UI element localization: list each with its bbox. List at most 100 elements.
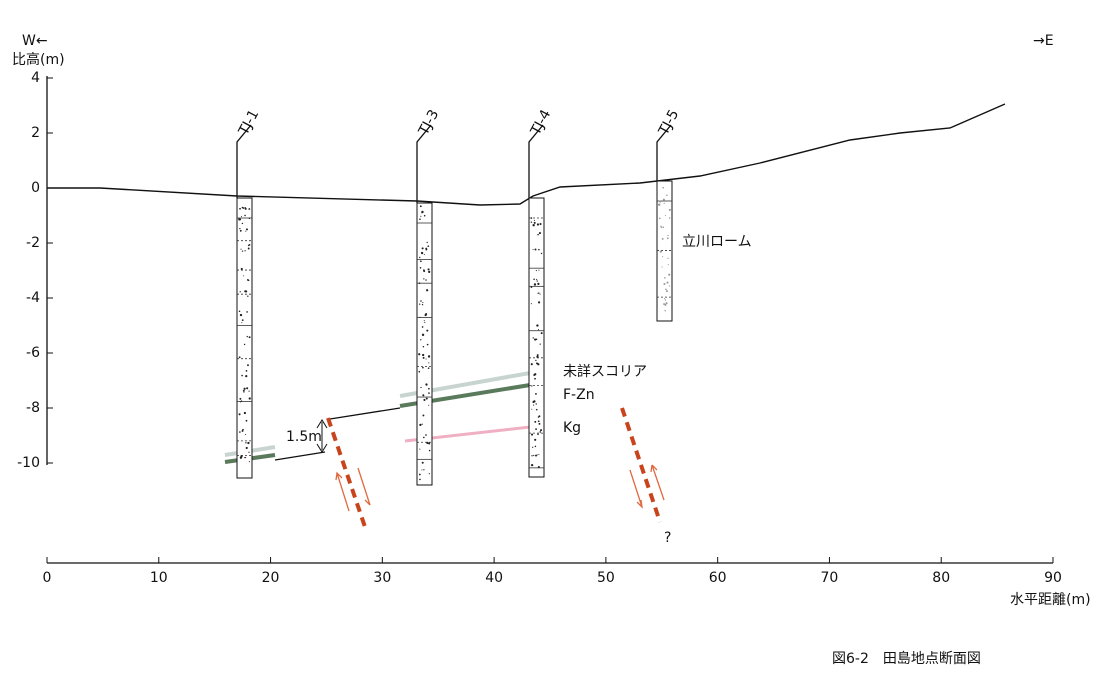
- y-tick-label: -10: [17, 455, 40, 471]
- grain-dot: [419, 448, 421, 450]
- x-tick-label: 70: [821, 570, 839, 586]
- grain-dot: [419, 260, 422, 263]
- grain-dot: [423, 270, 426, 273]
- grain-dot: [248, 461, 250, 463]
- grain-dot: [661, 266, 663, 268]
- grain-dot: [668, 285, 671, 287]
- grain-dot: [421, 423, 423, 425]
- grain-dot: [426, 329, 429, 332]
- x-tick-label: 40: [485, 570, 503, 586]
- grain-dot: [419, 205, 422, 208]
- grain-dot: [247, 279, 250, 282]
- y-tick-label: -8: [26, 400, 40, 416]
- grain-dot: [427, 367, 430, 369]
- grain-dot: [663, 202, 665, 204]
- grain-dot: [425, 358, 427, 360]
- grain-dot: [422, 356, 425, 359]
- grain-dot: [540, 332, 543, 335]
- grain-dot: [428, 442, 431, 445]
- grain-dot: [423, 398, 426, 402]
- grain-dot: [424, 314, 427, 317]
- grain-dot: [534, 420, 537, 423]
- grain-dot: [419, 478, 421, 481]
- grain-dot: [248, 336, 251, 339]
- grain-dot: [245, 434, 247, 436]
- grain-dot: [533, 454, 535, 457]
- grain-dot: [418, 353, 421, 356]
- grain-dot: [425, 397, 428, 400]
- grain-dot: [536, 223, 540, 226]
- grain-dot: [535, 270, 537, 272]
- grain-dot: [536, 354, 539, 356]
- grain-dot: [668, 217, 671, 219]
- grain-dot: [418, 282, 421, 285]
- grain-dot: [664, 214, 666, 216]
- grain-dot: [666, 281, 669, 284]
- grain-dot: [422, 414, 425, 417]
- grain-dot: [419, 266, 422, 269]
- grain-dot: [245, 446, 248, 450]
- grain-dot: [422, 302, 424, 304]
- grain-dot: [238, 310, 241, 313]
- grain-dot: [662, 226, 665, 228]
- grain-dot: [241, 319, 244, 321]
- grain-dot: [242, 389, 245, 392]
- grain-dot: [418, 473, 421, 476]
- grain-dot: [239, 431, 241, 433]
- grain-dot: [662, 256, 664, 258]
- y-tick-label: 0: [31, 180, 40, 196]
- grain-dot: [425, 383, 428, 386]
- grain-dot: [248, 390, 250, 392]
- grain-dot: [667, 234, 669, 237]
- grain-dot: [540, 252, 543, 255]
- grain-dot: [537, 329, 540, 331]
- grain-dot: [533, 219, 536, 221]
- question-mark: ?: [664, 530, 671, 546]
- grain-dot: [534, 445, 537, 448]
- grain-dot: [243, 275, 245, 277]
- grain-dot: [241, 250, 244, 252]
- scoria-label: 未詳スコリア: [563, 364, 647, 380]
- grain-dot: [538, 248, 540, 251]
- grain-dot: [533, 400, 536, 403]
- grain-dot: [238, 356, 241, 359]
- grain-dot: [658, 203, 661, 206]
- grain-dot: [536, 355, 539, 358]
- x-tick-label: 90: [1044, 570, 1062, 586]
- grain-dot: [659, 250, 662, 253]
- slip-arrows: [629, 464, 665, 509]
- grain-dot: [423, 254, 425, 256]
- grain-dot: [421, 210, 424, 214]
- grain-dot: [246, 387, 249, 390]
- grain-dot: [248, 243, 251, 246]
- grain-dot: [420, 215, 422, 217]
- grain-dot: [245, 228, 248, 231]
- grain-dot: [666, 237, 669, 240]
- ground-surface: [47, 103, 1006, 206]
- grain-dot: [532, 249, 534, 251]
- borehole-column: [416, 202, 433, 486]
- fzn-label: F-Zn: [563, 387, 595, 403]
- grain-dot: [421, 461, 424, 464]
- grain-dot: [534, 438, 537, 441]
- grain-dot: [428, 270, 431, 273]
- grain-dot: [530, 286, 533, 288]
- grain-dot: [659, 217, 661, 220]
- grain-dot: [664, 298, 666, 300]
- borehole-leader: [416, 124, 432, 203]
- grain-dot: [534, 377, 536, 380]
- grain-dot: [536, 280, 538, 282]
- grain-dot: [664, 299, 667, 301]
- grain-dot: [246, 335, 248, 338]
- y-tick-label: -6: [26, 345, 40, 361]
- grain-dot: [659, 200, 662, 203]
- grain-dot: [421, 469, 423, 471]
- offset-label: 1.5m: [286, 429, 322, 445]
- grain-dot: [660, 225, 662, 228]
- grain-dot: [421, 247, 424, 250]
- grain-dot: [666, 194, 668, 197]
- grain-dot: [667, 257, 669, 259]
- grain-dot: [424, 321, 426, 323]
- grain-dot: [239, 397, 242, 400]
